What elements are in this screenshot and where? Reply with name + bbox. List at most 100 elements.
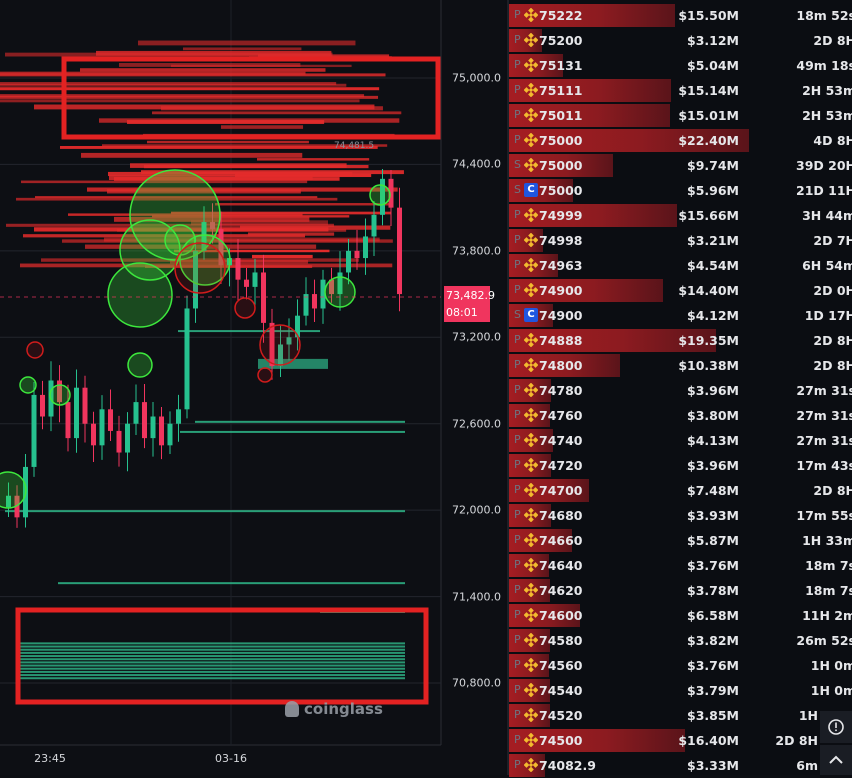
order-amount: $22.40M — [678, 133, 739, 148]
order-row[interactable]: P 74800 $10.38M 2D 8H — [509, 353, 852, 378]
order-row[interactable]: P 74540 $3.79M 1H 0m — [509, 678, 852, 703]
order-price: 74888 — [539, 333, 583, 348]
order-price: 74700 — [539, 483, 583, 498]
order-price: 75131 — [539, 58, 583, 73]
order-amount: $3.33M — [687, 758, 739, 773]
order-row[interactable]: P 74760 $3.80M 27m 31s — [509, 403, 852, 428]
order-size-bar — [509, 529, 572, 552]
ask-liquidity-band — [0, 73, 386, 77]
order-price: 74963 — [539, 258, 583, 273]
bid-liquidity-band — [18, 667, 405, 670]
candle-body — [235, 258, 241, 280]
market-type: P — [514, 633, 521, 646]
order-row[interactable]: S C 74900 $4.12M 1D 17H — [509, 303, 852, 328]
long-liquidation-bubble — [369, 184, 391, 206]
binance-icon — [524, 683, 538, 697]
order-row[interactable]: P 74640 $3.76M 18m 7s — [509, 553, 852, 578]
order-size-bar — [509, 154, 614, 177]
highlight-box-ask-wall — [61, 56, 441, 140]
candle-body — [82, 387, 88, 424]
order-row[interactable]: P 74900 $14.40M 2D 0H — [509, 278, 852, 303]
long-liquidation-bubble — [119, 219, 181, 281]
order-row[interactable]: P 74720 $3.96M 17m 43s — [509, 453, 852, 478]
price-axis-label: 73,800.0 — [452, 244, 501, 258]
order-row[interactable]: P 75131 $5.04M 49m 18s — [509, 53, 852, 78]
order-row[interactable]: P 74660 $5.87M 1H 33m — [509, 528, 852, 553]
short-liquidation-bubble — [257, 367, 273, 383]
order-row[interactable]: P 75111 $15.14M 2H 53m — [509, 78, 852, 103]
coinglass-watermark: coinglass — [285, 700, 383, 718]
order-row[interactable]: S 75000 $9.74M 39D 20H — [509, 153, 852, 178]
chart-canvas[interactable] — [0, 0, 505, 775]
candle-body — [193, 250, 198, 309]
order-row[interactable]: P 75011 $15.01M 2H 53m — [509, 103, 852, 128]
order-age: 2D 7H — [813, 233, 852, 248]
ask-liquidity-band — [109, 175, 313, 181]
order-row[interactable]: P 74780 $3.96M 27m 31s — [509, 378, 852, 403]
liquidation-heatmap-chart[interactable]: 75,000.0 74,400.0 73,800.0 73,200.0 72,600.0… — [0, 0, 505, 775]
order-row[interactable]: P 74620 $3.78M 18m 7s — [509, 578, 852, 603]
candle-body — [125, 423, 130, 453]
order-size-bar — [509, 204, 677, 227]
ask-liquidity-band — [240, 225, 391, 230]
ask-liquidity-band — [248, 232, 335, 236]
ask-liquidity-band — [80, 68, 326, 72]
market-type: P — [514, 558, 521, 571]
order-age: 2D 8H — [813, 33, 852, 48]
order-row[interactable]: S C 75000 $5.96M 21D 11H — [509, 178, 852, 203]
order-row[interactable]: P 74580 $3.82M 26m 52s — [509, 628, 852, 653]
candle-body — [320, 279, 326, 309]
ask-liquidity-band — [87, 187, 398, 192]
candle-body — [167, 423, 173, 446]
alert-settings-button[interactable] — [820, 711, 852, 743]
order-row[interactable]: P 74999 $15.66M 3H 44m — [509, 203, 852, 228]
ask-liquidity-band — [215, 203, 389, 206]
binance-icon — [524, 83, 538, 97]
order-age: 2D 0H — [813, 283, 852, 298]
ask-liquidity-band — [20, 263, 393, 268]
order-amount: $19.35M — [678, 333, 739, 348]
order-age: 2D 8H — [813, 483, 852, 498]
candle-body — [354, 250, 360, 259]
order-row[interactable]: P 75222 $15.50M 18m 52s — [509, 3, 852, 28]
order-row[interactable]: P 74963 $4.54M 6H 54m — [509, 253, 852, 278]
order-row[interactable]: P 75200 $3.12M 2D 8H — [509, 28, 852, 53]
bid-liquidity-band — [18, 674, 405, 677]
order-row[interactable]: P 75000 $22.40M 4D 8H — [509, 128, 852, 153]
order-price: 74780 — [539, 383, 583, 398]
order-row[interactable]: P 74888 $19.35M 2D 8H — [509, 328, 852, 353]
market-type: S — [514, 183, 521, 196]
long-liquidation-bubble — [49, 384, 71, 406]
order-row[interactable]: P 74998 $3.21M 2D 7H — [509, 228, 852, 253]
order-age: 39D 20H — [796, 158, 852, 173]
candle-body — [31, 394, 37, 467]
ask-liquidity-band — [252, 254, 313, 259]
order-price: 75000 — [539, 133, 583, 148]
long-liquidation-bubble — [19, 376, 37, 394]
order-row[interactable]: P 74680 $3.93M 17m 55s — [509, 503, 852, 528]
scroll-top-button[interactable] — [820, 745, 852, 775]
order-row[interactable]: P 74500 $16.40M 2D 8H — [509, 728, 852, 753]
order-row[interactable]: P 74700 $7.48M 2D 8H — [509, 478, 852, 503]
candle-body — [261, 272, 266, 323]
order-row[interactable]: P 74082.9 $3.33M 6m — [509, 753, 852, 778]
order-price: 75222 — [539, 8, 583, 23]
order-row[interactable]: P 74520 $3.85M 1H — [509, 703, 852, 728]
order-age: 18m 52s — [796, 8, 852, 23]
order-age: 17m 43s — [796, 458, 852, 473]
price-axis-label: 72,600.0 — [452, 417, 501, 431]
order-row[interactable]: P 74600 $6.58M 11H 2m — [509, 603, 852, 628]
order-row[interactable]: P 74740 $4.13M 27m 31s — [509, 428, 852, 453]
ask-liquidity-band — [191, 220, 329, 226]
order-amount: $14.40M — [678, 283, 739, 298]
highlight-box-bid-wall — [15, 607, 429, 705]
candle-body — [388, 178, 394, 208]
market-type: P — [514, 483, 521, 496]
order-book-list[interactable]: P 75222 $15.50M 18m 52s P 75200 $3.12M 2… — [507, 0, 852, 778]
order-age: 1H 0m — [810, 658, 852, 673]
order-price: 75011 — [539, 108, 583, 123]
binance-icon — [524, 608, 538, 622]
candle-body — [142, 402, 147, 439]
order-row[interactable]: P 74560 $3.76M 1H 0m — [509, 653, 852, 678]
candle-body — [159, 416, 164, 446]
